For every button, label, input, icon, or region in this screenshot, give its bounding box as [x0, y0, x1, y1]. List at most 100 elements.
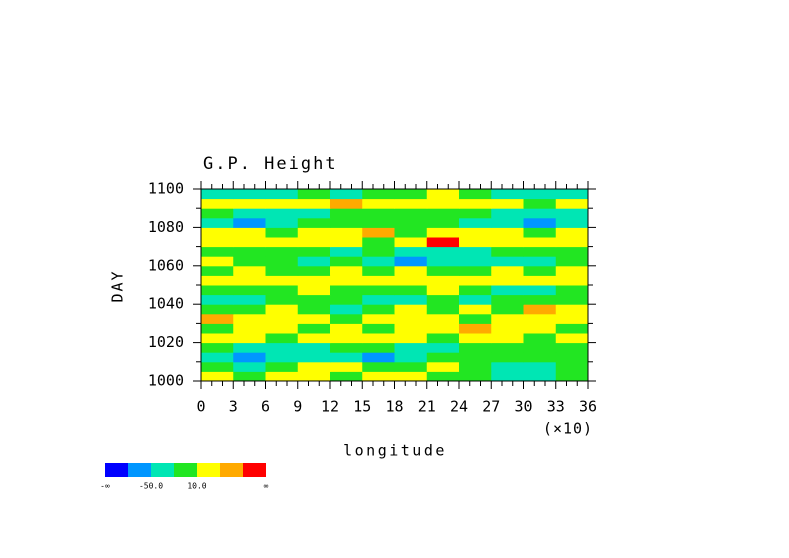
field-cell [297, 256, 331, 267]
y-tick-label: 1060 [148, 256, 184, 274]
field-cell [330, 217, 363, 228]
x-tick-label: 9 [293, 398, 302, 416]
field-cell [297, 352, 331, 363]
colorbar-box [174, 463, 197, 477]
field-cell [201, 227, 234, 238]
field-cell [233, 313, 266, 324]
field-cell [330, 256, 363, 267]
field-cell [297, 237, 331, 248]
field-cell [555, 256, 589, 267]
field-cell [523, 227, 557, 238]
x-tick-label: 18 [385, 398, 403, 416]
field-cell [523, 189, 557, 200]
field-cell [523, 275, 557, 286]
field-cell [330, 342, 363, 353]
field-cell [233, 285, 266, 296]
field-cell [426, 189, 460, 200]
field-cell [459, 304, 492, 315]
field-cell [523, 198, 557, 209]
field-cell [523, 342, 557, 353]
colorbar-box [197, 463, 220, 477]
field-cell [233, 256, 266, 267]
field-cell [426, 323, 460, 334]
field-cell [523, 313, 557, 324]
field-cell [362, 256, 395, 267]
field-cell [394, 237, 428, 248]
field-cell [233, 304, 266, 315]
field-cell [555, 227, 589, 238]
field-cell [555, 198, 589, 209]
field-cell [523, 285, 557, 296]
field-cell [330, 333, 363, 344]
field-cell [555, 352, 589, 363]
field-cell [394, 323, 428, 334]
field-cell [426, 275, 460, 286]
field-cell [491, 246, 524, 257]
field-cell [394, 208, 428, 219]
field-cell [555, 217, 589, 228]
field-cell [265, 352, 299, 363]
colorbar-label: -∞ [100, 482, 110, 491]
field-cell [297, 342, 331, 353]
field-cell [233, 342, 266, 353]
field-cell [201, 198, 234, 209]
field-cell [394, 256, 428, 267]
field-cell [459, 265, 492, 276]
field-cell [362, 237, 395, 248]
field-cell [362, 275, 395, 286]
field-cell [297, 217, 331, 228]
field-cell [459, 256, 492, 267]
field-cell [491, 208, 524, 219]
field-cell [523, 361, 557, 372]
field-cell [362, 304, 395, 315]
field-cell [265, 371, 299, 382]
x-tick-label: 15 [353, 398, 371, 416]
field-cell [201, 217, 234, 228]
field-cell [297, 208, 331, 219]
field-cell [555, 361, 589, 372]
field-cell [555, 208, 589, 219]
field-cell [555, 371, 589, 382]
field-cell [201, 333, 234, 344]
field-cell [523, 323, 557, 334]
field-cell [362, 371, 395, 382]
field-cell [297, 371, 331, 382]
field-cell [426, 285, 460, 296]
field-cell [555, 313, 589, 324]
field-cell [555, 342, 589, 353]
y-tick-label: 1100 [148, 180, 184, 198]
x-tick-label: 0 [196, 398, 205, 416]
field-cell [491, 313, 524, 324]
field-cell [523, 294, 557, 305]
field-cell [491, 371, 524, 382]
field-cell [265, 189, 299, 200]
field-cell [523, 217, 557, 228]
field-cell [233, 208, 266, 219]
x-tick-label: 36 [579, 398, 597, 416]
field-cell [201, 361, 234, 372]
field-cell [459, 285, 492, 296]
field-cell [426, 342, 460, 353]
field-cell [362, 342, 395, 353]
y-tick-label: 1000 [148, 372, 184, 390]
x-axis-label: longitude [343, 442, 447, 460]
field-cell [233, 275, 266, 286]
field-cell [491, 265, 524, 276]
field-cell [394, 294, 428, 305]
field-cell [265, 198, 299, 209]
field-cell [265, 246, 299, 257]
field-cell [297, 275, 331, 286]
field-cell [394, 333, 428, 344]
field-cell [555, 265, 589, 276]
field-cell [265, 304, 299, 315]
field-cell [555, 285, 589, 296]
field-cell [394, 285, 428, 296]
field-cell [233, 227, 266, 238]
field-cell [459, 246, 492, 257]
field-cell [201, 189, 234, 200]
field-cell [330, 246, 363, 257]
field-cell [523, 208, 557, 219]
field-cell [491, 285, 524, 296]
field-cell [362, 208, 395, 219]
